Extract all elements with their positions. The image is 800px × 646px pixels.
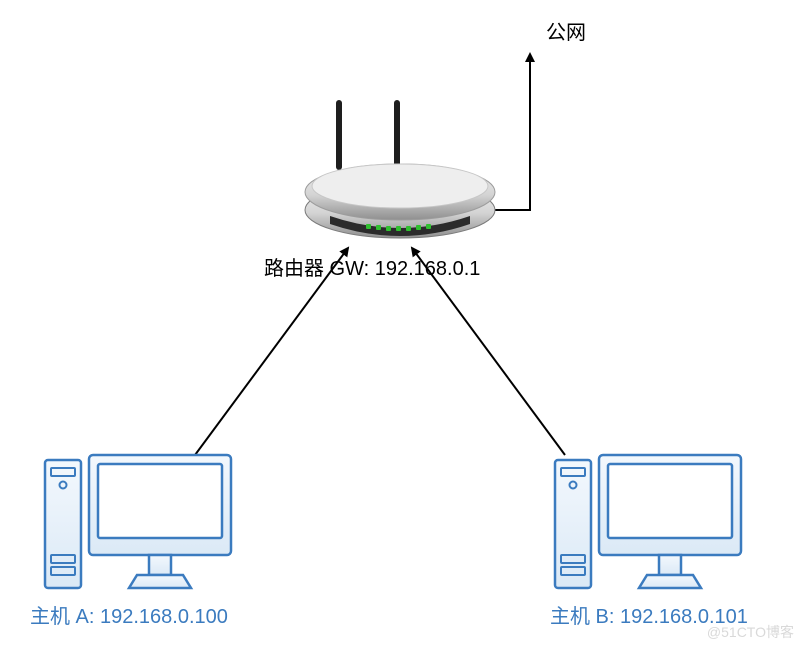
watermark-text: @51CTO博客: [707, 622, 794, 642]
router-icon: [305, 100, 495, 238]
host-a-label: 主机 A: 192.168.0.100: [30, 600, 228, 629]
public-network-label: 公网: [546, 16, 586, 45]
host-a-icon: [45, 455, 231, 588]
router-label: 路由器 GW: 192.168.0.1: [264, 252, 480, 281]
host-b-icon: [555, 455, 741, 588]
